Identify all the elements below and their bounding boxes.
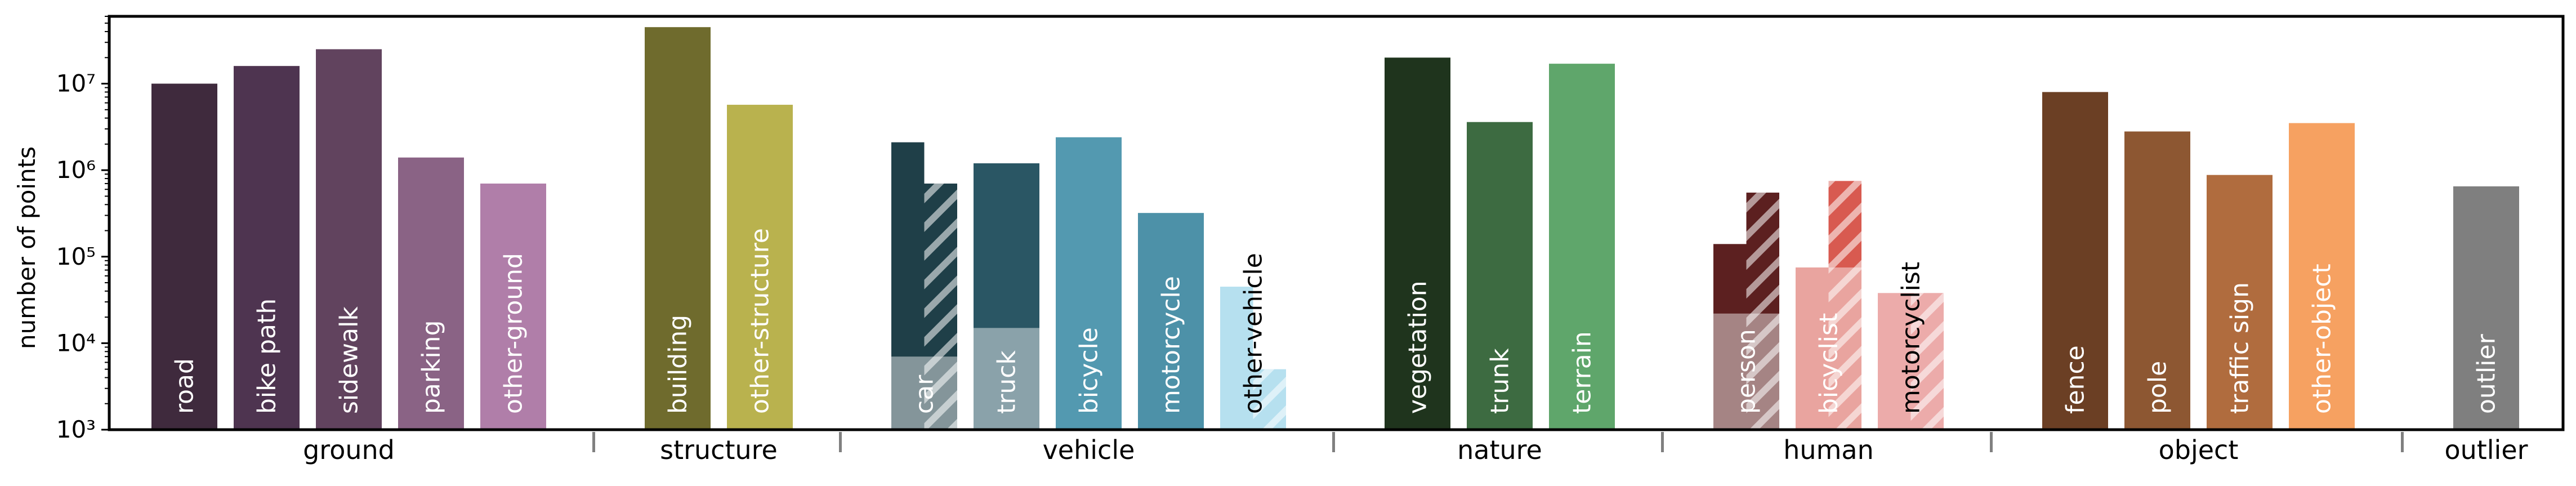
y-tick-label: 10⁶: [56, 156, 96, 184]
bar-bicycle: [1056, 137, 1122, 430]
bar-label-person: person: [1733, 329, 1761, 414]
bar-car: [891, 142, 925, 430]
bar-label-bike-path: bike path: [253, 298, 282, 414]
bar-other-object: [2289, 123, 2355, 430]
bar-label-other-object: other-object: [2308, 264, 2337, 414]
group-label-vehicle: vehicle: [1043, 435, 1135, 465]
bar-label-other-vehicle: other-vehicle: [1239, 253, 1268, 414]
group-label-ground: ground: [303, 435, 395, 465]
bar-other-ground: [480, 183, 546, 430]
bar-parking: [398, 157, 464, 430]
bar-vegetation: [1385, 57, 1450, 430]
y-tick-label: 10⁵: [56, 243, 96, 270]
y-tick-label: 10⁴: [56, 329, 96, 356]
group-label-structure: structure: [660, 435, 778, 465]
bar-traffic-sign: [2207, 175, 2273, 430]
bar-person-hatch-overlay: [1746, 193, 1779, 430]
bar-road: [151, 83, 217, 430]
bar-label-terrain: terrain: [1568, 331, 1597, 414]
group-label-object: object: [2159, 435, 2239, 465]
bar-label-vegetation: vegetation: [1404, 280, 1432, 414]
bar-truck: [974, 163, 1039, 430]
y-tick-label: 10³: [56, 416, 96, 443]
bar-other-vehicle-hatch-overlay: [1253, 369, 1286, 430]
bar-label-bicycle: bicycle: [1075, 327, 1104, 414]
plot-frame: [108, 15, 2565, 431]
bar-car-lower-segment: [891, 356, 957, 430]
group-label-outlier: outlier: [2444, 435, 2528, 465]
bar-label-traffic-sign: traffic sign: [2226, 282, 2254, 414]
bar-label-trunk: trunk: [1486, 348, 1515, 414]
bar-fence: [2042, 92, 2108, 430]
group-label-nature: nature: [1457, 435, 1542, 465]
bar-other-vehicle: [1220, 287, 1253, 430]
bar-terrain: [1549, 64, 1615, 430]
group-label-human: human: [1783, 435, 1873, 465]
bar-label-parking: parking: [417, 320, 446, 414]
bar-label-outlier: outlier: [2472, 333, 2501, 414]
bar-bicyclist-lower-segment: [1796, 267, 1861, 430]
bar-sidewalk: [316, 49, 382, 430]
bar-label-other-ground: other-ground: [499, 253, 528, 414]
bar-label-bicyclist: bicyclist: [1815, 313, 1843, 414]
bar-label-other-structure: other-structure: [746, 228, 775, 414]
y-tick-label: 10⁷: [56, 70, 96, 97]
bar-motorcyclist-hatch-overlay: [1910, 293, 1944, 430]
bar-label-motorcyclist: motorcyclist: [1897, 262, 1926, 414]
bar-label-motorcycle: motorcycle: [1157, 276, 1186, 414]
bar-other-structure: [727, 105, 793, 430]
bar-label-fence: fence: [2061, 345, 2090, 414]
bar-trunk: [1467, 122, 1533, 430]
bar-car-hatch-overlay: [924, 183, 957, 430]
bar-pole: [2124, 131, 2190, 430]
bar-bicyclist: [1796, 267, 1829, 430]
bar-label-sidewalk: sidewalk: [335, 306, 364, 414]
bar-label-pole: pole: [2144, 361, 2172, 414]
bar-label-road: road: [171, 358, 199, 414]
bar-building: [645, 27, 711, 430]
bar-bicyclist-hatch-overlay: [1828, 181, 1861, 430]
bar-motorcycle: [1138, 213, 1204, 430]
bar-label-car: car: [910, 374, 939, 414]
bar-label-building: building: [664, 315, 693, 414]
bar-motorcyclist: [1878, 293, 1911, 430]
bar-person: [1713, 244, 1747, 430]
bar-person-lower-segment: [1713, 313, 1779, 430]
bar-outlier: [2453, 186, 2519, 430]
bar-label-truck: truck: [993, 350, 1021, 414]
y-axis-label: number of points: [13, 146, 41, 349]
bar-bike-path: [234, 66, 300, 430]
bar-truck-lower-segment: [974, 328, 1039, 430]
